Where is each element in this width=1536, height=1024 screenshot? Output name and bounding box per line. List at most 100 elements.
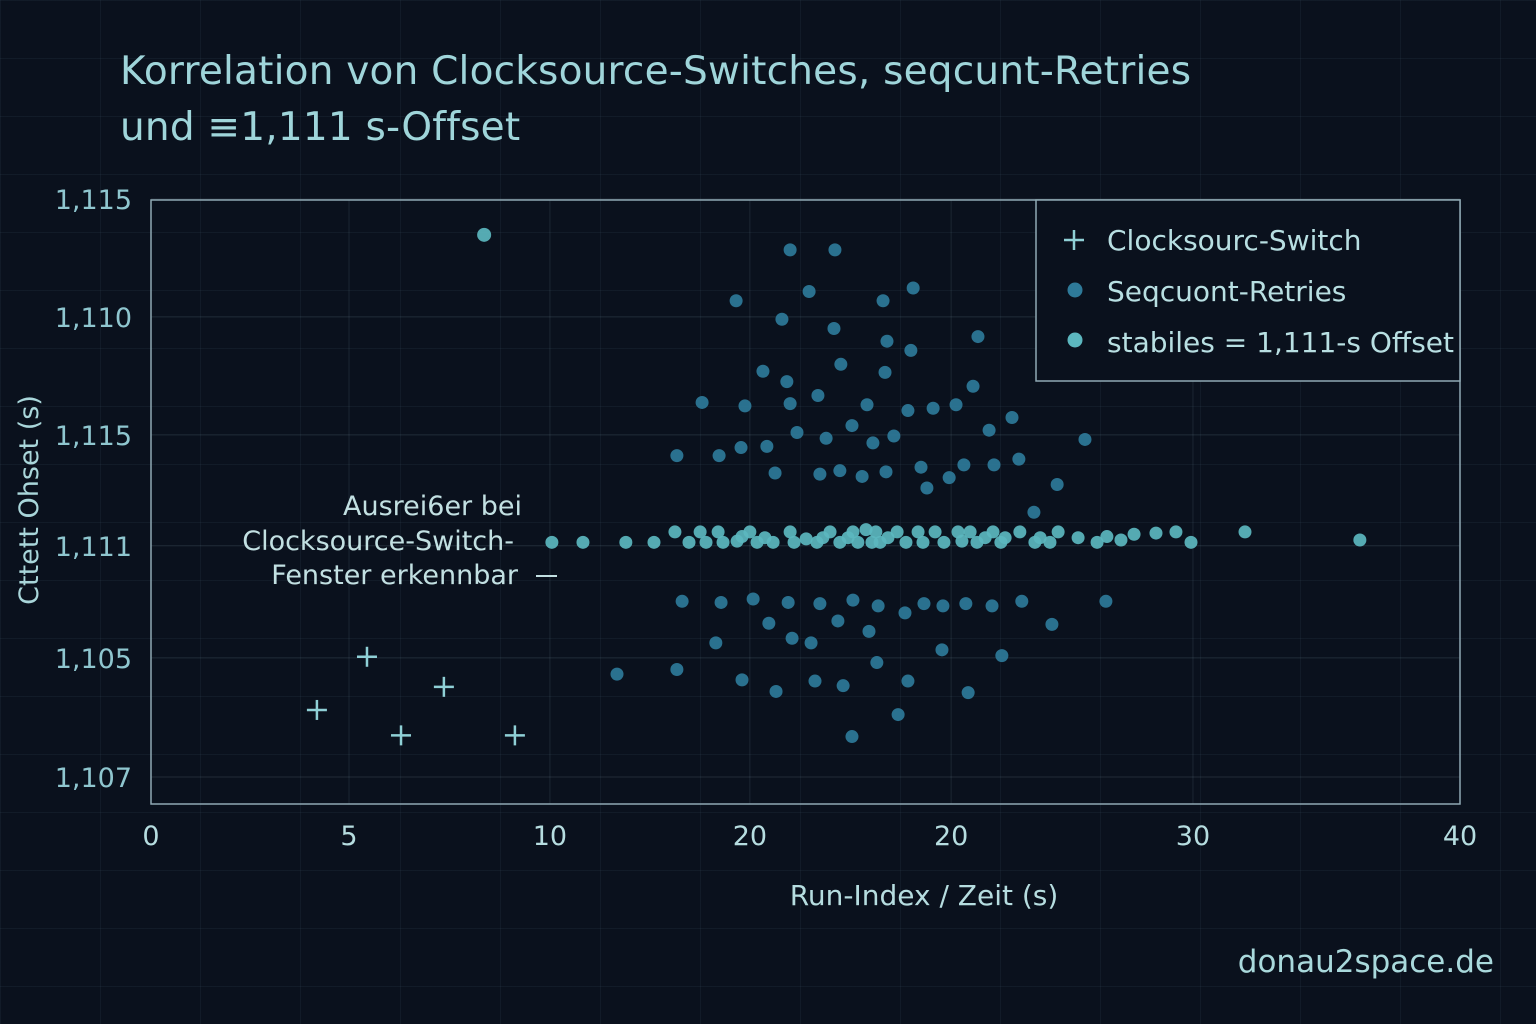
retry-point — [935, 643, 949, 657]
stable-point — [823, 525, 837, 539]
retry-point — [670, 449, 684, 463]
x-tick-label: 0 — [142, 821, 159, 852]
retry-point — [762, 616, 776, 630]
x-tick-label: 5 — [340, 821, 357, 852]
legend-label-retries: Seqcuont-Retries — [1107, 275, 1346, 308]
switch-point — [356, 646, 377, 667]
stable-point — [647, 535, 661, 549]
stable-point — [916, 535, 930, 549]
stable-point — [1238, 525, 1252, 539]
retry-point — [985, 599, 999, 613]
retry-point — [949, 398, 963, 412]
retry-point — [804, 636, 818, 650]
retry-point — [906, 281, 920, 295]
retry-point — [987, 458, 1001, 472]
plot-frame — [150, 199, 1461, 805]
stable-point — [1090, 535, 1104, 549]
stable-point — [859, 523, 873, 537]
stable-point — [955, 534, 969, 548]
retry-point — [1015, 594, 1029, 608]
retry-point — [790, 426, 804, 440]
stable-point — [937, 535, 951, 549]
retry-point — [827, 321, 841, 335]
stable-point — [1114, 533, 1128, 547]
stable-point — [743, 525, 757, 539]
stable-point — [1071, 531, 1085, 545]
retry-point — [860, 398, 874, 412]
retry-point — [855, 469, 869, 483]
retry-point — [1012, 452, 1026, 466]
switch-point — [306, 699, 327, 720]
stable-point — [699, 535, 713, 549]
stable-point — [1127, 527, 1141, 541]
x-axis-label: Run-Index / Zeit (s) — [790, 879, 1059, 912]
retry-point — [670, 662, 684, 676]
retry-point — [1099, 594, 1113, 608]
retry-point — [819, 431, 833, 445]
stable-point — [911, 525, 925, 539]
y-tick-label: 1,111 — [55, 532, 132, 563]
stable-point — [716, 535, 730, 549]
retry-point — [995, 649, 1009, 663]
switch-point — [504, 725, 525, 746]
retry-point — [887, 429, 901, 443]
retry-point — [898, 606, 912, 620]
retry-point — [831, 614, 845, 628]
y-tick-label: 1,105 — [55, 644, 132, 675]
switch-point — [391, 725, 412, 746]
annotation-line-1: Ausrei6er bei — [343, 491, 522, 522]
legend-retries-dot-icon — [1067, 282, 1083, 298]
retry-point — [808, 674, 822, 688]
retry-point — [901, 404, 915, 418]
retry-point — [783, 397, 797, 411]
retry-point — [871, 599, 885, 613]
retry-point — [811, 389, 825, 403]
retry-point — [780, 375, 794, 389]
retry-point — [785, 631, 799, 645]
x-tick-label: 20 — [733, 821, 767, 852]
stable-point — [1169, 525, 1183, 539]
stable-point — [783, 525, 797, 539]
retry-point — [781, 595, 795, 609]
retry-point — [833, 464, 847, 478]
retry-point — [775, 312, 789, 326]
stable-point — [899, 535, 913, 549]
x-tick-label: 20 — [934, 821, 968, 852]
stable-point — [986, 525, 1000, 539]
series-1 — [610, 243, 1113, 744]
x-tick-label: 10 — [533, 821, 567, 852]
stable-point — [851, 535, 865, 549]
retry-point — [746, 592, 760, 606]
retry-point — [768, 466, 782, 480]
stable-point — [1033, 531, 1047, 545]
stable-point — [1013, 525, 1027, 539]
stable-point — [477, 227, 492, 242]
retry-point — [904, 343, 918, 357]
retry-point — [813, 467, 827, 481]
watermark: donau2space.de — [1237, 944, 1494, 980]
stable-point — [619, 535, 633, 549]
legend: Clocksourc-Switch Seqcuont-Retries stabi… — [1035, 199, 1461, 382]
legend-plus-icon — [1064, 230, 1084, 250]
retry-point — [879, 465, 893, 479]
stable-point — [711, 525, 725, 539]
series-0 — [306, 646, 525, 746]
retry-point — [735, 673, 749, 687]
retry-point — [878, 365, 892, 379]
stable-point — [545, 535, 559, 549]
stable-point — [1051, 525, 1065, 539]
x-axis-ticks: 0 5 10 20 20 30 40 — [142, 821, 1477, 852]
retry-point — [760, 439, 774, 453]
retry-point — [846, 593, 860, 607]
retry-point — [866, 436, 880, 450]
stable-point — [787, 535, 801, 549]
retry-point — [610, 667, 624, 681]
retry-point — [834, 357, 848, 371]
retry-point — [756, 364, 770, 378]
retry-point — [783, 243, 797, 257]
retry-point — [957, 458, 971, 472]
retry-point — [813, 597, 827, 611]
annotation: Ausrei6er bei Clocksource-Switch- Fenste… — [242, 491, 557, 591]
retry-point — [901, 674, 915, 688]
